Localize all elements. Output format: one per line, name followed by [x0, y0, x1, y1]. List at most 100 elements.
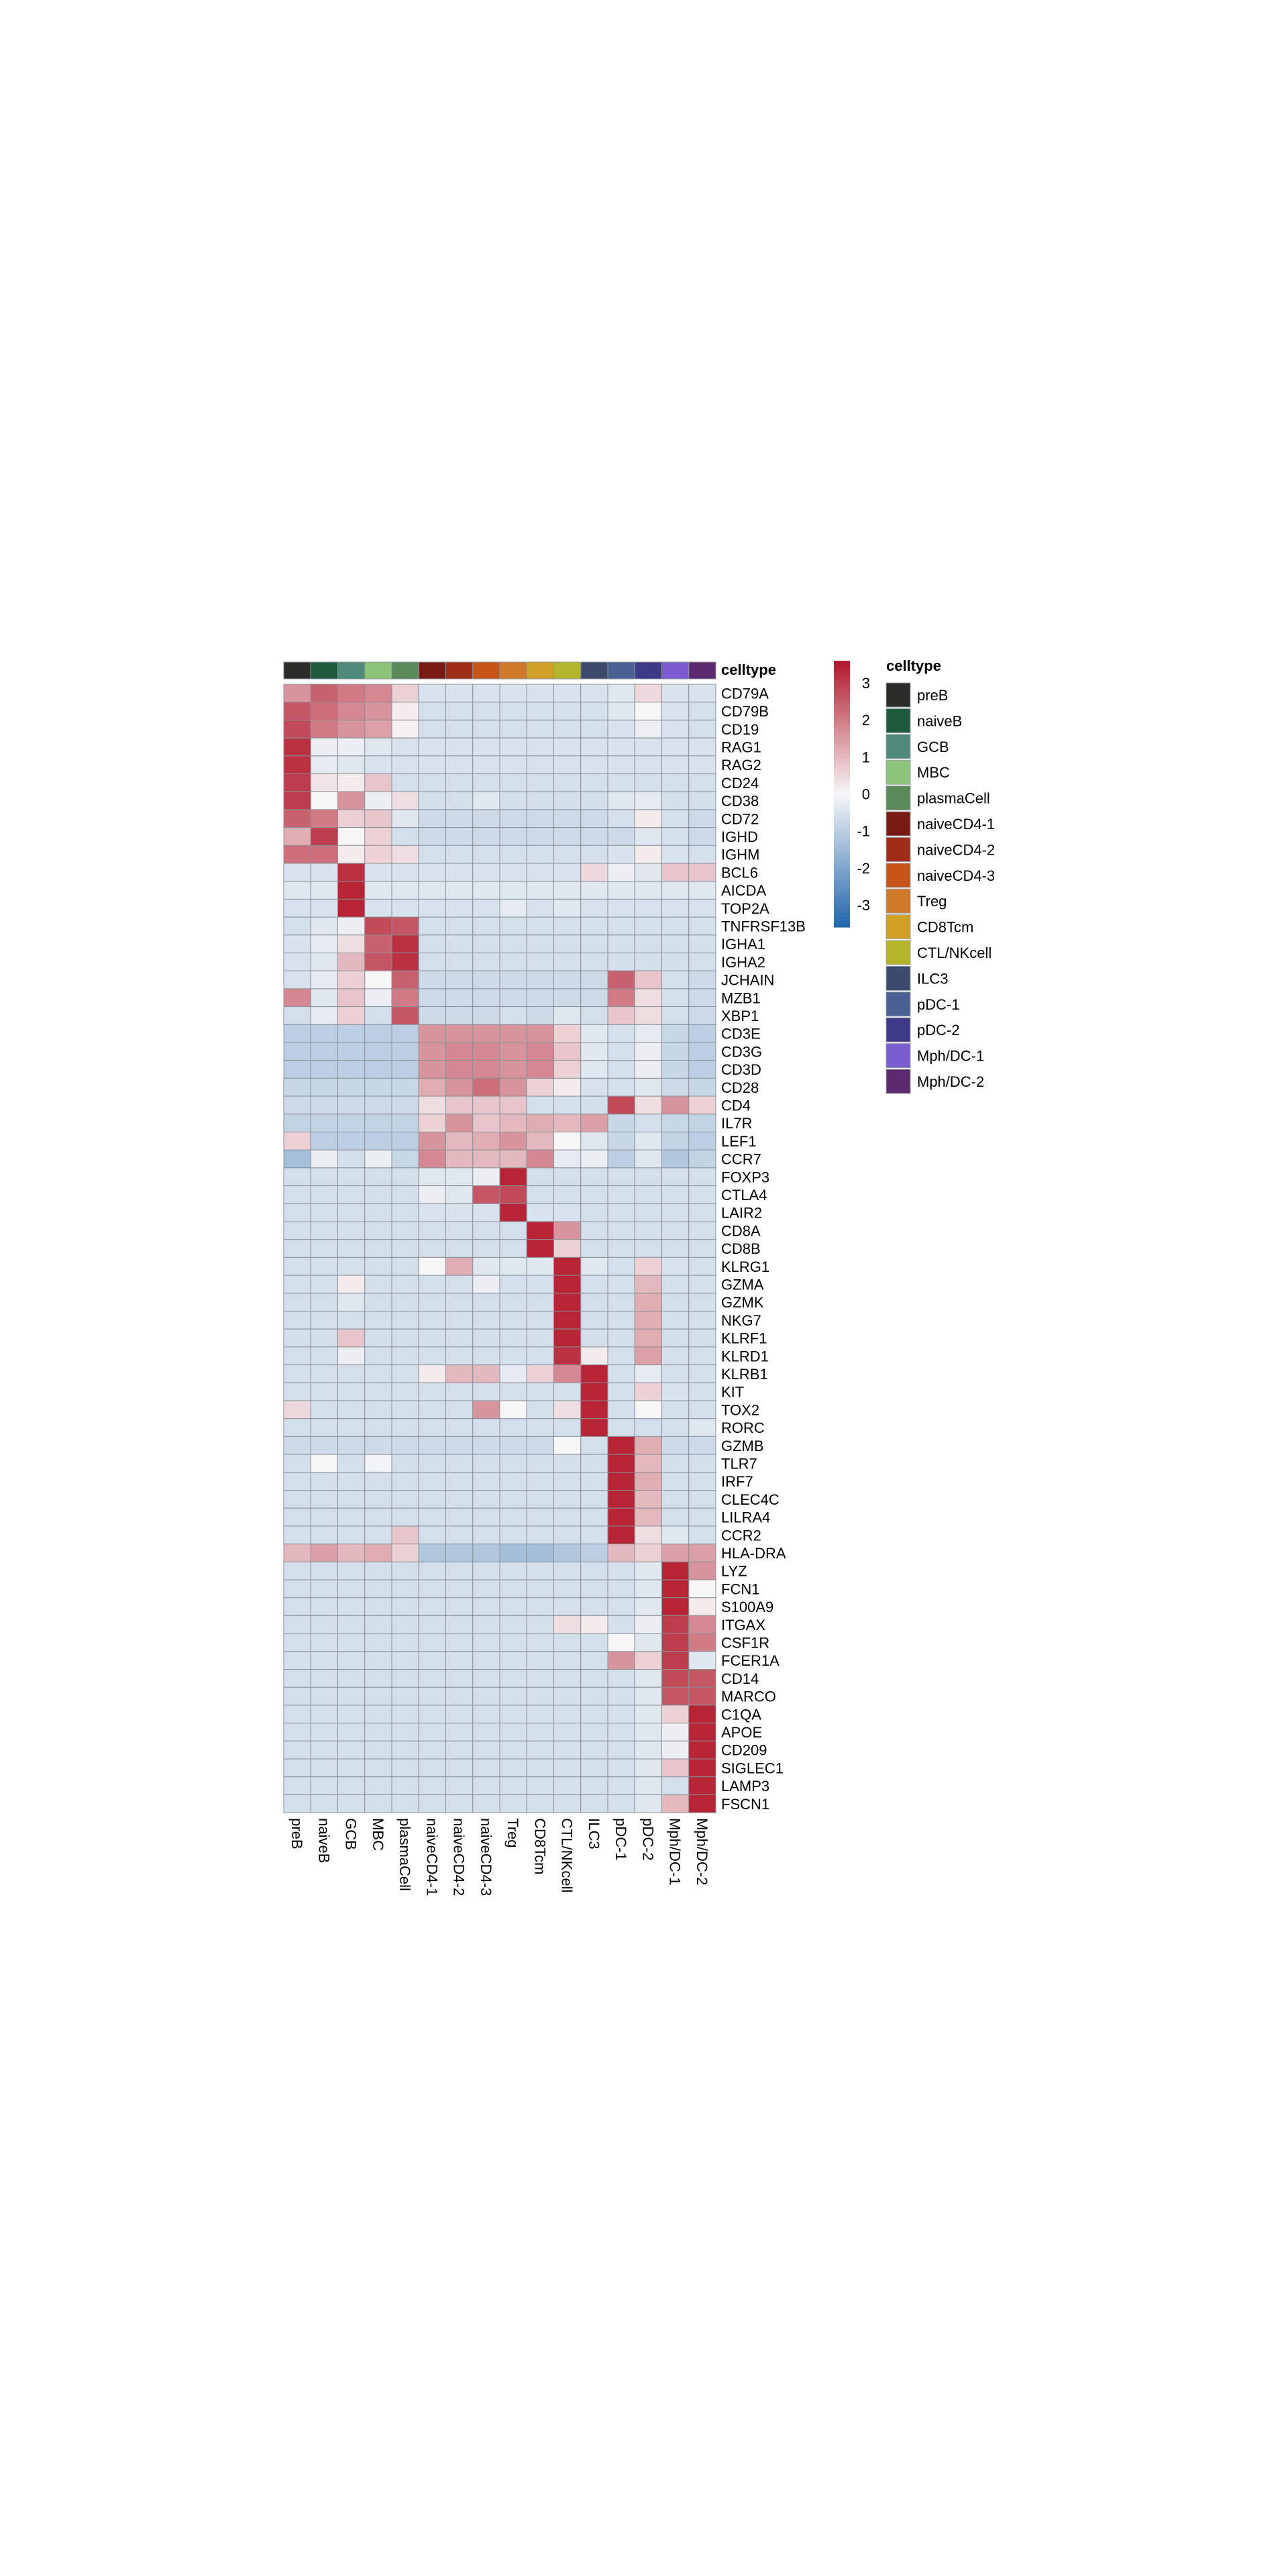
heatmap-cell: [337, 1544, 366, 1562]
heatmap-cell: [364, 1203, 392, 1222]
heatmap-cell: [310, 1006, 338, 1025]
heatmap-cell: [445, 1221, 474, 1240]
heatmap-cell: [607, 1776, 635, 1795]
heatmap-cell: [607, 1132, 635, 1150]
heatmap-cell: [526, 1203, 554, 1222]
heatmap-cell: [283, 934, 311, 954]
colorbar-segment: [834, 890, 850, 894]
heatmap-cell: [283, 1293, 311, 1312]
heatmap-cell: [364, 1436, 392, 1455]
heatmap-cell: [310, 1185, 338, 1204]
heatmap-cell: [553, 1132, 582, 1150]
heatmap-cell: [526, 1364, 554, 1383]
heatmap-cell: [310, 719, 338, 739]
annotation-cell: [607, 661, 635, 680]
legend-swatch: [885, 811, 911, 837]
heatmap-cell: [526, 1776, 554, 1795]
annotation-cell: [499, 661, 527, 680]
heatmap-cell: [607, 773, 635, 792]
heatmap-cell: [526, 845, 554, 864]
heatmap-cell: [634, 755, 662, 775]
heatmap-cell: [445, 1507, 474, 1527]
heatmap-cell: [526, 791, 554, 810]
colorbar-segment: [834, 880, 850, 885]
heatmap-cell: [472, 773, 500, 792]
heatmap-cell: [661, 1686, 690, 1706]
heatmap-cell: [283, 702, 311, 720]
row-label: KIT: [721, 1384, 744, 1401]
heatmap-cell: [553, 1293, 582, 1312]
heatmap-cell: [364, 1544, 392, 1562]
colorbar-segment: [834, 847, 850, 851]
row-label: FCN1: [721, 1580, 759, 1597]
heatmap-cell: [337, 1239, 366, 1258]
heatmap-cell: [418, 1077, 446, 1097]
heatmap-cell: [445, 1060, 474, 1079]
legend-swatch: [885, 682, 911, 708]
heatmap-cell: [445, 827, 474, 846]
colorbar-segment: [834, 704, 850, 708]
row-label: S100A9: [721, 1599, 773, 1615]
heatmap-cell: [526, 953, 554, 971]
heatmap-cell: [418, 970, 446, 989]
heatmap-cell: [607, 684, 635, 703]
heatmap-cell: [580, 1203, 608, 1222]
heatmap-cell: [607, 1723, 635, 1741]
colorbar-tick-label: 0: [862, 786, 870, 803]
colorbar-segment: [834, 763, 850, 768]
heatmap-cell: [688, 809, 716, 828]
heatmap-cell: [337, 827, 366, 846]
heatmap-cell: [499, 1275, 527, 1294]
row-label: KLRF1: [721, 1330, 767, 1347]
heatmap-cell: [472, 970, 500, 989]
heatmap-cell: [607, 953, 635, 971]
heatmap-cell: [661, 1328, 690, 1348]
heatmap-cell: [661, 1132, 690, 1150]
heatmap-cell: [553, 1436, 582, 1455]
colorbar-segment: [834, 837, 850, 841]
heatmap-cell: [688, 953, 716, 971]
heatmap-cell: [634, 1382, 662, 1401]
heatmap-cell: [499, 1472, 527, 1491]
colorbar-segment: [834, 870, 850, 875]
heatmap-cell: [310, 1149, 338, 1169]
heatmap-cell: [688, 1454, 716, 1473]
heatmap-cell: [472, 1185, 500, 1204]
heatmap-cell: [634, 1311, 662, 1330]
heatmap-cell: [553, 1705, 582, 1724]
row-label: CTLA4: [721, 1187, 767, 1203]
heatmap-cell: [418, 1507, 446, 1527]
heatmap-cell: [580, 1615, 608, 1634]
heatmap-cell: [310, 970, 338, 989]
heatmap-cell: [310, 1436, 338, 1455]
heatmap-cell: [688, 1203, 716, 1222]
heatmap-cell: [553, 1758, 582, 1778]
heatmap-cell: [553, 916, 582, 936]
heatmap-cell: [472, 1776, 500, 1795]
heatmap-cell: [634, 827, 662, 846]
heatmap-cell: [283, 1633, 311, 1652]
legend-label: preB: [917, 687, 948, 704]
heatmap-cell: [688, 737, 716, 757]
column-label: Treg: [504, 1818, 521, 1847]
heatmap-cell: [310, 702, 338, 720]
heatmap-cell: [445, 1328, 474, 1348]
heatmap-cell: [607, 1597, 635, 1616]
heatmap-cell: [472, 898, 500, 918]
heatmap-cell: [364, 1060, 392, 1079]
heatmap-cell: [364, 773, 392, 792]
heatmap-cell: [607, 1167, 635, 1187]
heatmap-cell: [607, 970, 635, 989]
heatmap-cell: [283, 1275, 311, 1294]
heatmap-cell: [364, 1669, 392, 1688]
heatmap-cell: [526, 1418, 554, 1437]
heatmap-cell: [499, 1490, 527, 1509]
legend-label: ILC3: [917, 970, 948, 987]
heatmap-cell: [580, 1006, 608, 1025]
heatmap-cell: [418, 1060, 446, 1079]
heatmap-cell: [634, 1723, 662, 1741]
heatmap-cell: [337, 1167, 366, 1187]
row-label: LAIR2: [721, 1205, 762, 1222]
heatmap-cell: [688, 1561, 716, 1580]
